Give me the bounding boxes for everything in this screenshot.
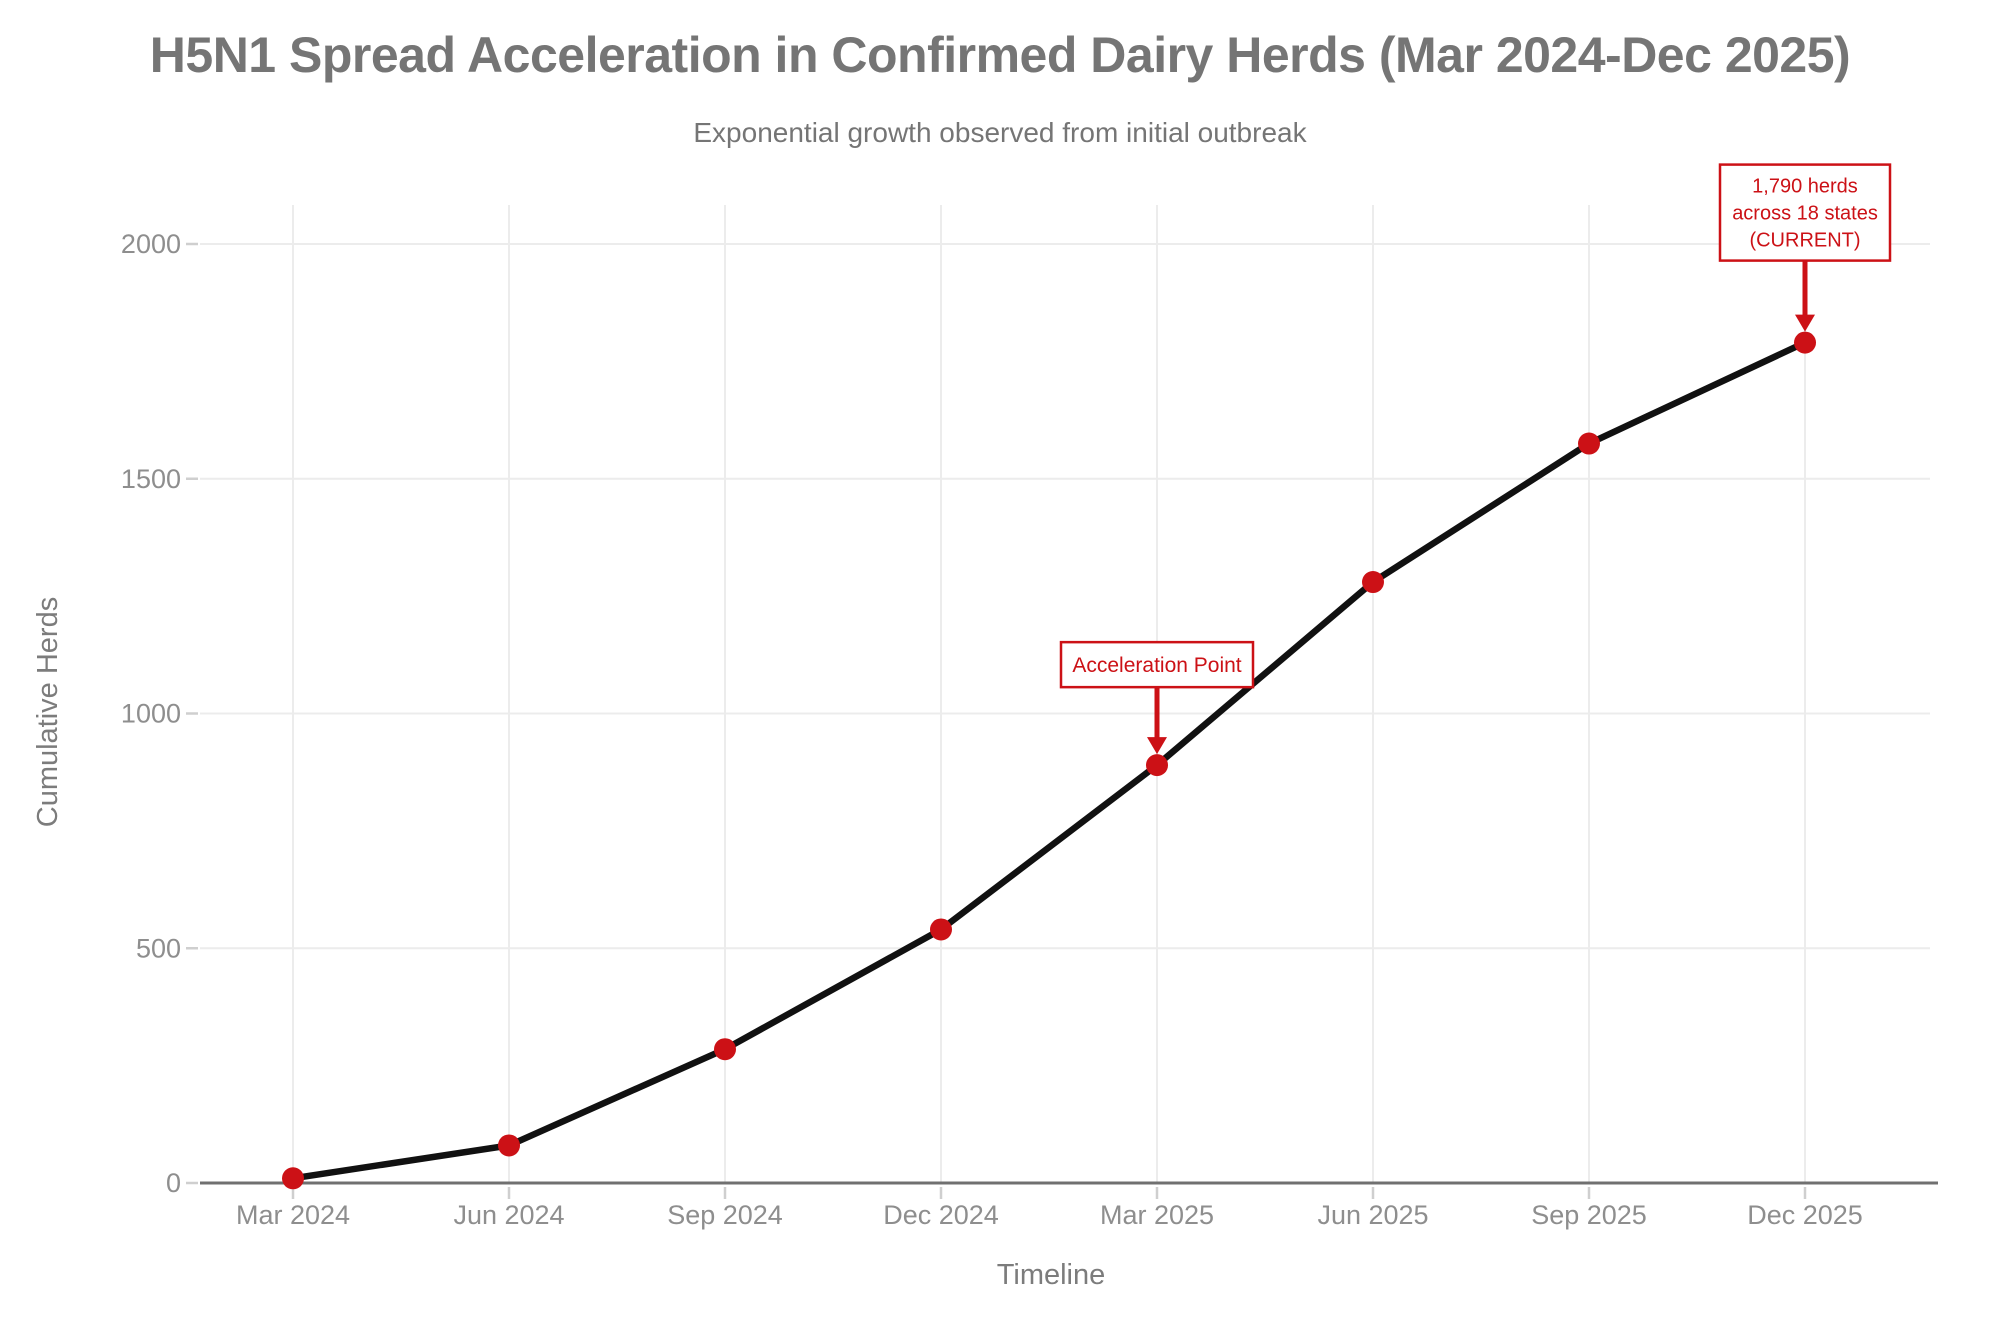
x-tick-label: Mar 2025 bbox=[1100, 1200, 1214, 1230]
x-tick-label: Sep 2025 bbox=[1531, 1200, 1647, 1230]
x-tick-label: Mar 2024 bbox=[236, 1200, 350, 1230]
annotation-box bbox=[1718, 163, 1892, 262]
data-point-marker bbox=[282, 1167, 304, 1190]
y-tick-label: 2000 bbox=[121, 229, 181, 259]
annotation-text-line: (CURRENT) bbox=[1749, 230, 1860, 252]
y-tick-label: 1500 bbox=[121, 464, 181, 494]
annotations: Acceleration Point 1,790 herds across 18 s… bbox=[1059, 163, 1892, 755]
x-tick-label: Jun 2024 bbox=[453, 1200, 564, 1230]
annotation-text-line: across 18 states bbox=[1732, 203, 1878, 225]
annotation-arrowhead bbox=[1795, 314, 1815, 332]
x-tick-label: Dec 2024 bbox=[883, 1200, 999, 1230]
data-point-marker bbox=[1362, 571, 1384, 594]
annotation-arrowhead bbox=[1147, 737, 1167, 755]
data-point-marker bbox=[930, 918, 952, 941]
x-tick-labels: Mar 2024 Jun 2024 Sep 2024 Dec 2024 Mar 2025… bbox=[236, 1200, 1863, 1230]
y-tick-label: 500 bbox=[136, 933, 181, 963]
vertical-gridlines bbox=[292, 205, 1806, 1183]
annotation-box bbox=[1059, 640, 1255, 689]
trend-line bbox=[289, 339, 1809, 1182]
axis-ticks bbox=[186, 242, 1807, 1199]
data-point-marker bbox=[498, 1134, 520, 1157]
annotation-text-line: 1,790 herds bbox=[1752, 176, 1858, 198]
x-tick-label: Sep 2024 bbox=[667, 1200, 783, 1230]
chart-title: H5N1 Spread Acceleration in Confirmed Da… bbox=[149, 27, 1851, 83]
data-point-marker bbox=[1794, 331, 1816, 354]
y-tick-label: 0 bbox=[166, 1168, 181, 1198]
y-tick-labels: 0 500 1000 1500 2000 bbox=[121, 229, 181, 1198]
annotation-callout: 1,790 herds across 18 states (CURRENT) bbox=[1718, 163, 1892, 332]
data-series bbox=[282, 331, 1816, 1190]
x-tick-label: Dec 2025 bbox=[1747, 1200, 1863, 1230]
annotation-callout: Acceleration Point bbox=[1059, 640, 1255, 755]
x-tick-label: Jun 2025 bbox=[1317, 1200, 1428, 1230]
horizontal-gridlines bbox=[200, 243, 1930, 950]
y-tick-label: 1000 bbox=[121, 699, 181, 729]
chart-subtitle: Exponential growth observed from initial… bbox=[693, 117, 1307, 148]
x-axis-title: Timeline bbox=[996, 1259, 1106, 1291]
data-point-marker bbox=[714, 1038, 736, 1061]
data-point-marker bbox=[1146, 754, 1168, 777]
annotation-text-line: Acceleration Point bbox=[1072, 654, 1241, 677]
data-point-marker bbox=[1578, 432, 1600, 455]
